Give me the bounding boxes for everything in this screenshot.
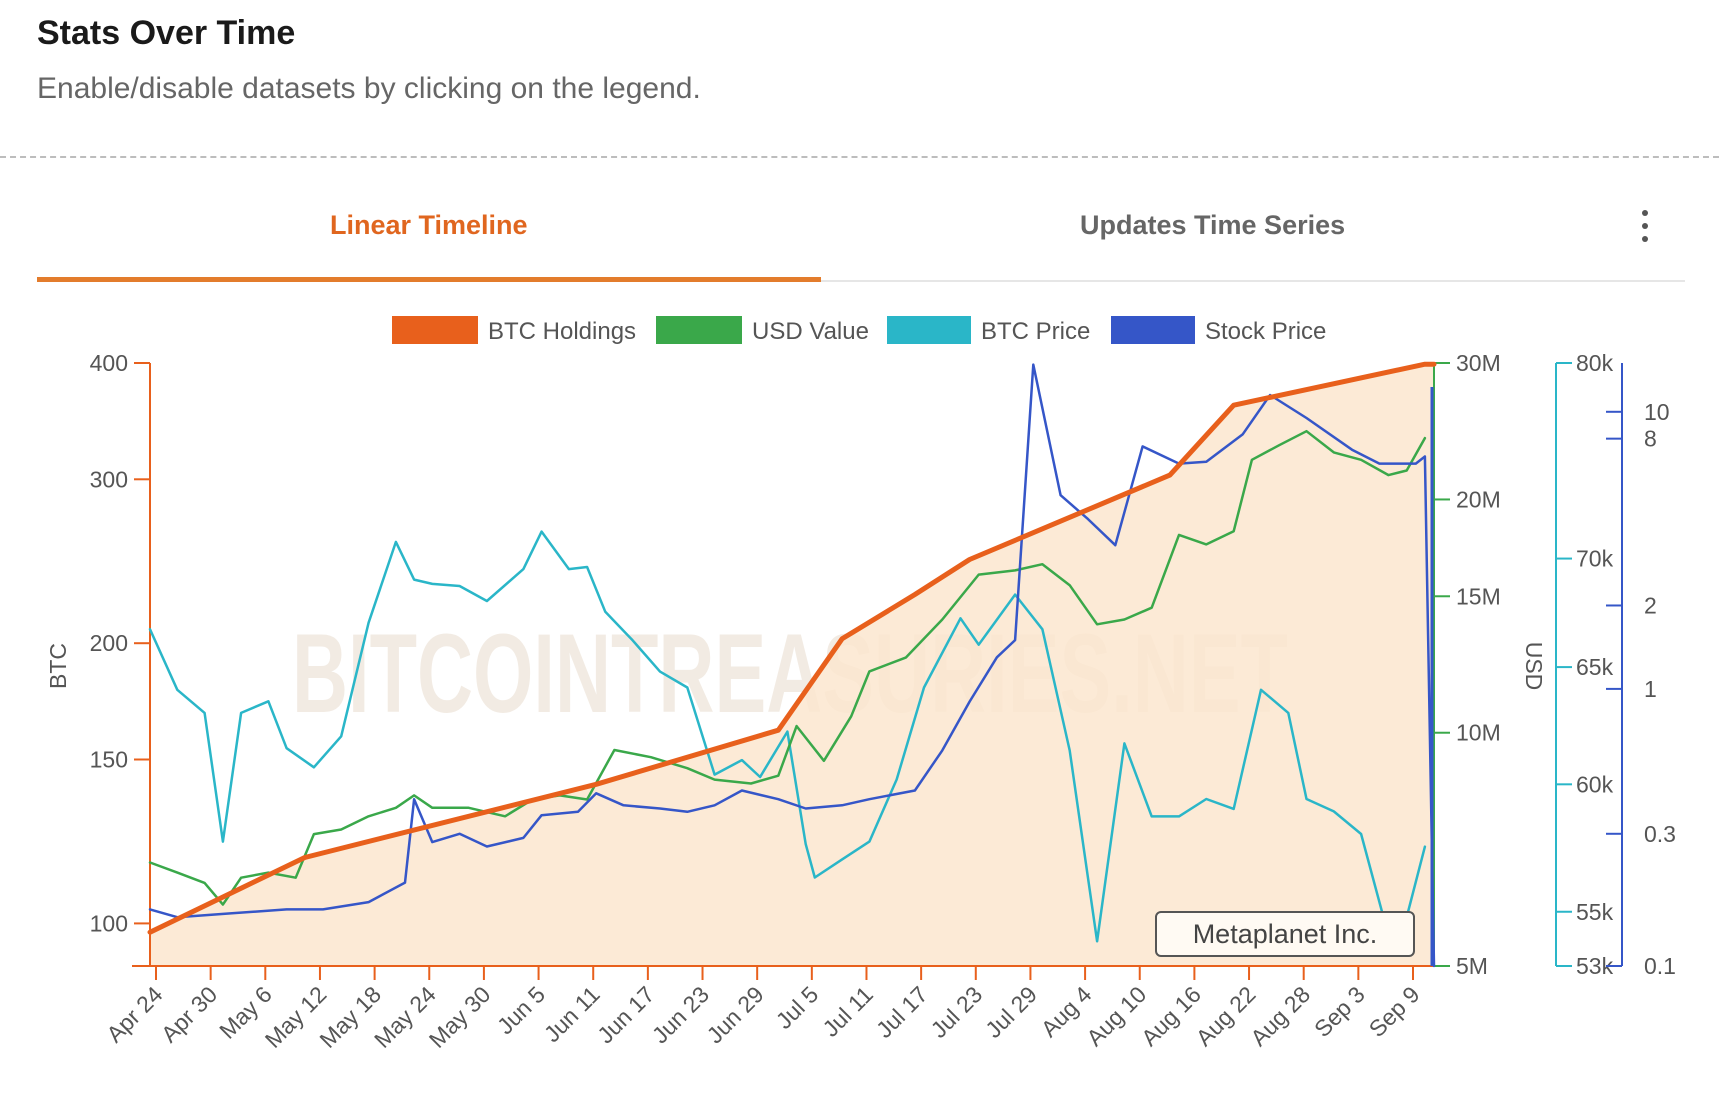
x-axis-tick-label: Sep 3: [1309, 981, 1370, 1042]
btc-price-axis-tick-label: 65k: [1576, 654, 1614, 680]
legend-swatch-usd-value[interactable]: [656, 316, 742, 344]
stock-price-axis-tick-label: 8: [1644, 426, 1657, 452]
btc-axis-tick-label: 300: [90, 466, 128, 492]
btc-price-axis-tick-label: 60k: [1576, 771, 1614, 797]
stats-chart: BTC Holdings USD Value BTC Price Stock Pric…: [45, 316, 1676, 1053]
usd-axis-tick-label: 10M: [1456, 720, 1501, 746]
usd-axis-tick-label: 5M: [1456, 953, 1488, 979]
page-subtitle: Enable/disable datasets by clicking on t…: [37, 72, 701, 105]
legend-label-btc-price[interactable]: BTC Price: [981, 318, 1090, 345]
btc-axis-title: BTC: [45, 643, 71, 689]
btc-axis-tick-label: 200: [90, 630, 128, 656]
x-axis-tick-label: Aug 10: [1081, 981, 1151, 1051]
x-axis-tick-label: Aug 22: [1191, 981, 1261, 1051]
dashed-divider: [0, 156, 1719, 158]
x-axis-tick-label: Jul 29: [980, 981, 1042, 1043]
stock-price-axis-tick-label: 1: [1644, 676, 1657, 702]
x-axis-tick-label: Jul 17: [871, 981, 933, 1043]
x-axis-tick-label: Apr 30: [156, 981, 222, 1047]
btc-axis-tick-label: 100: [90, 910, 128, 936]
legend-swatch-btc-holdings[interactable]: [392, 316, 478, 344]
btc-holdings-area-fill: [150, 363, 1434, 966]
btc-holdings-area: [150, 363, 1434, 966]
company-label-text: Metaplanet Inc.: [1193, 919, 1378, 949]
tab-updates-time-series[interactable]: Updates Time Series: [1080, 210, 1346, 240]
legend-swatch-btc-price[interactable]: [887, 316, 971, 344]
chart-tabs: Linear Timeline Updates Time Series: [37, 190, 1685, 285]
x-axis-tick-label: Sep 9: [1364, 981, 1425, 1042]
x-axis-tick-label: Aug 16: [1136, 981, 1206, 1051]
stock-price-axis-tick-label: 0.1: [1644, 953, 1676, 979]
btc-price-axis-tick-label: 70k: [1576, 546, 1614, 572]
x-axis-tick-label: Jun 23: [647, 981, 714, 1048]
usd-axis-tick-label: 15M: [1456, 583, 1501, 609]
x-axis-tick-label: Apr 24: [101, 981, 167, 1047]
usd-axis-title: USD: [1521, 642, 1547, 691]
x-axis-tick-label: Jun 11: [539, 981, 605, 1047]
x-axis-tick-label: Jun 29: [701, 981, 768, 1048]
active-tab-indicator: [37, 277, 821, 282]
series-line-usd-value: [148, 429, 1427, 906]
tab-linear-timeline[interactable]: Linear Timeline: [330, 210, 528, 240]
chart-annotation: Metaplanet Inc.: [1155, 911, 1415, 957]
x-axis-tick-label: Aug 28: [1245, 981, 1315, 1051]
chart-legend: BTC Holdings USD Value BTC Price Stock Pric…: [392, 316, 1326, 345]
company-label-box: [1155, 911, 1415, 957]
chart-series: [147, 361, 1437, 968]
legend-label-stock-price[interactable]: Stock Price: [1205, 318, 1326, 345]
stock-price-axis-tick-label: 10: [1644, 399, 1670, 425]
btc-price-axis-tick-label: 80k: [1576, 350, 1614, 376]
legend-label-usd-value[interactable]: USD Value: [752, 318, 869, 345]
series-line-stock-price: [148, 363, 1436, 968]
x-axis-tick-label: May 30: [424, 981, 496, 1053]
page-title: Stats Over Time: [37, 14, 296, 52]
stock-price-axis-tick-label: 2: [1644, 592, 1657, 618]
usd-axis-tick-label: 30M: [1456, 350, 1501, 376]
series-line-btc-price: [148, 530, 1427, 943]
legend-swatch-stock-price[interactable]: [1111, 316, 1195, 344]
tab-baseline: [37, 280, 1685, 282]
legend-label-btc-holdings[interactable]: BTC Holdings: [488, 318, 636, 345]
btc-axis-tick-label: 400: [90, 350, 128, 376]
series-line-btc-holdings: [147, 361, 1437, 935]
btc-axis-tick-label: 150: [90, 746, 128, 772]
vertical-ellipsis-icon[interactable]: [1635, 208, 1655, 248]
usd-axis-tick-label: 20M: [1456, 486, 1501, 512]
btc-price-axis-tick-label: 55k: [1576, 899, 1614, 925]
x-axis-tick-label: Jul 11: [817, 981, 878, 1042]
x-axis-tick-label: Jul 5: [771, 981, 824, 1034]
stock-price-axis-tick-label: 0.3: [1644, 821, 1676, 847]
x-axis-tick-label: Jul 23: [926, 981, 988, 1043]
x-axis-tick-label: Jun 17: [592, 981, 659, 1048]
